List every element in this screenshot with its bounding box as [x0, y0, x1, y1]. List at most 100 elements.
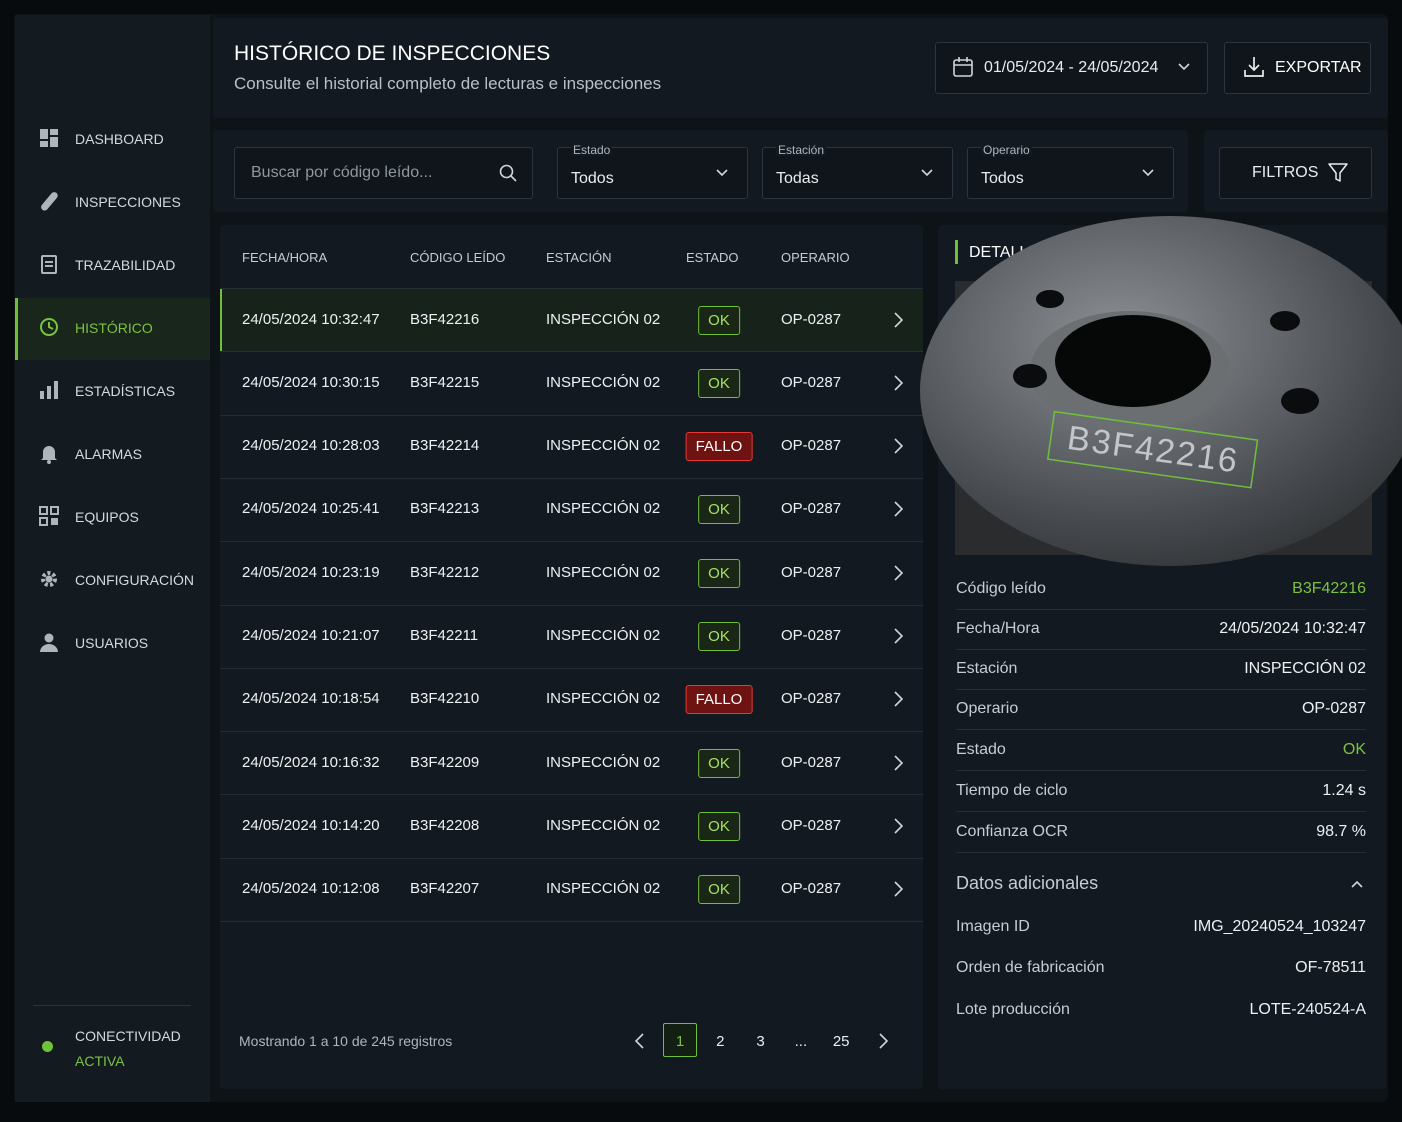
table-cell: 24/05/2024 10:14:20 — [242, 816, 380, 834]
nav-item[interactable]: EQUIPOS — [75, 509, 139, 525]
row-divider — [220, 541, 923, 543]
export-label: EXPORTAR — [1275, 59, 1362, 76]
table-cell: INSPECCIÓN 02 — [546, 816, 661, 834]
row-divider — [220, 857, 923, 859]
search-input[interactable] — [234, 147, 533, 199]
export-button[interactable] — [1224, 42, 1371, 94]
nav-item[interactable]: DASHBOARD — [75, 131, 164, 147]
status-text: ACTIVA — [75, 1053, 125, 1069]
nav-item[interactable]: CONFIGURACIÓN — [75, 572, 194, 588]
detail-divider — [956, 609, 1366, 610]
detail-divider — [956, 689, 1366, 690]
column-header: CÓDIGO LEÍDO — [410, 250, 506, 265]
extra-value: OF-78511 — [1295, 959, 1366, 976]
date-range: 01/05/2024 - 24/05/2024 — [984, 59, 1159, 76]
detail-divider — [956, 729, 1366, 730]
table-cell: B3F42214 — [410, 437, 480, 455]
status-badge: OK — [698, 305, 740, 335]
chevron-right — [894, 691, 904, 707]
nav-icon — [41, 255, 57, 274]
filters-label: FILTROS — [1252, 164, 1319, 181]
select-label: Estación — [776, 143, 827, 157]
row-divider — [220, 288, 923, 289]
nav-item[interactable]: TRAZABILIDAD — [75, 257, 176, 273]
page-subtitle: Consulte el historial completo de lectur… — [234, 74, 662, 93]
chevron-down — [1142, 169, 1154, 177]
table-cell: INSPECCIÓN 02 — [546, 437, 661, 455]
detail-value: OP-0287 — [1301, 700, 1366, 717]
detail-divider — [956, 770, 1366, 771]
status-text: CONECTIVIDAD — [75, 1028, 181, 1044]
row-divider — [220, 604, 923, 606]
detail-value: B3F42216 — [1292, 580, 1366, 597]
nav-item[interactable]: INSPECCIONES — [75, 194, 181, 210]
select-label: Estado — [571, 143, 613, 157]
table-cell: INSPECCIÓN 02 — [546, 690, 661, 708]
chevron-down — [716, 169, 728, 177]
nav-icon — [40, 633, 58, 652]
chevron-down — [1178, 63, 1190, 71]
status-badge: OK — [698, 811, 740, 841]
nav-icon — [41, 446, 57, 464]
table-cell: OP-0287 — [781, 310, 842, 328]
table-cell: 24/05/2024 10:23:19 — [242, 563, 380, 581]
table-cell: INSPECCIÓN 02 — [546, 627, 661, 644]
table-cell: 24/05/2024 10:18:54 — [242, 690, 380, 708]
detail-value: 24/05/2024 10:32:47 — [1219, 620, 1366, 637]
table-cell: OP-0287 — [781, 880, 842, 898]
table-cell: OP-0287 — [781, 753, 842, 771]
extra-label: Orden de fabricación — [956, 959, 1105, 976]
status-badge: FALLO — [685, 432, 753, 462]
table-cell: 24/05/2024 10:32:47 — [242, 310, 380, 328]
nav-icon — [40, 129, 58, 147]
page-number[interactable]: 1 — [675, 1033, 685, 1050]
select-value: Todos — [981, 170, 1024, 187]
page-number[interactable]: 2 — [716, 1033, 725, 1050]
funnel-icon — [1328, 163, 1348, 182]
table-card — [220, 225, 923, 1089]
detail-value: OK — [1342, 741, 1366, 758]
page-current[interactable] — [663, 1023, 697, 1057]
filters-button[interactable] — [1219, 147, 1372, 199]
nav-item[interactable]: USUARIOS — [75, 635, 149, 651]
extra-value: IMG_20240524_103247 — [1193, 918, 1366, 935]
column-header: ESTADO — [686, 250, 739, 265]
table-cell: B3F42212 — [410, 563, 480, 581]
chevron-right — [894, 628, 904, 644]
nav-item[interactable]: ESTADÍSTICAS — [75, 383, 176, 399]
select-label: Operario — [981, 143, 1032, 157]
table-cell: 24/05/2024 10:25:41 — [242, 500, 380, 518]
table-cell: B3F42207 — [410, 880, 480, 898]
row-selected-bg[interactable] — [220, 288, 923, 351]
table-cell: OP-0287 — [781, 690, 842, 708]
nav-item[interactable]: HISTÓRICO — [75, 320, 153, 336]
select-value: Todos — [571, 170, 614, 187]
row-divider — [220, 794, 923, 796]
page-number[interactable]: ... — [794, 1033, 808, 1050]
nav-icon — [40, 381, 58, 399]
column-header: OPERARIO — [781, 250, 850, 265]
chevron-down — [921, 169, 933, 177]
chevron-right — [894, 311, 904, 328]
table-cell: OP-0287 — [781, 437, 842, 455]
nav-icon — [41, 192, 58, 211]
detail-label: Tiempo de ciclo — [956, 782, 1068, 799]
detail-divider — [956, 811, 1366, 812]
page-number[interactable]: 3 — [756, 1033, 765, 1050]
status-badge: OK — [698, 558, 740, 588]
chevron-right — [894, 375, 904, 391]
detail-value: INSPECCIÓN 02 — [1244, 660, 1366, 677]
date-range-picker[interactable] — [935, 42, 1208, 94]
row-divider — [220, 731, 923, 733]
page-title: HISTÓRICO DE INSPECCIONES — [234, 42, 551, 65]
detail-label: Código leído — [956, 580, 1046, 597]
table-cell: B3F42216 — [410, 310, 480, 328]
page-number[interactable]: 25 — [832, 1033, 850, 1050]
nav-item[interactable]: ALARMAS — [75, 446, 142, 462]
row-divider — [220, 414, 923, 416]
detail-value: 1.24 s — [1322, 782, 1366, 799]
status-badge: OK — [698, 368, 740, 398]
nav-icon — [41, 571, 57, 587]
table-cell: 24/05/2024 10:30:15 — [242, 373, 380, 391]
